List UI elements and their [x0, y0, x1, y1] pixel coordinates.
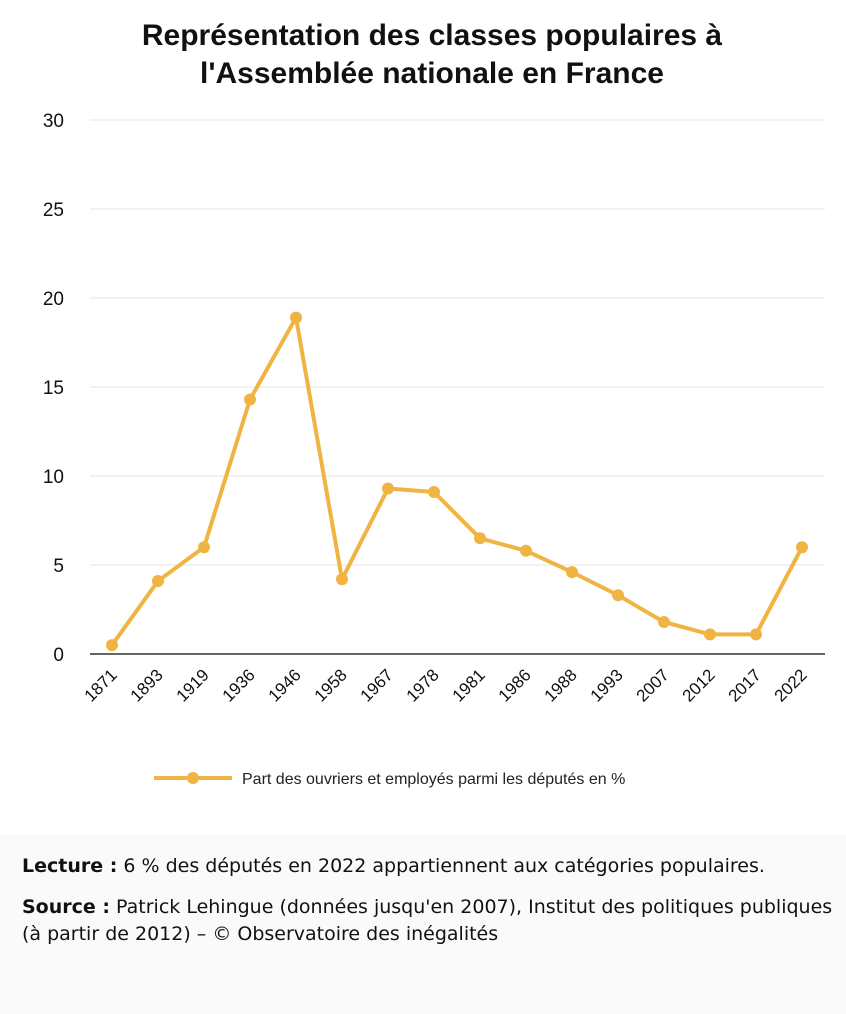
legend: Part des ouvriers et employés parmi les … [154, 771, 625, 788]
x-tick-label: 1978 [403, 665, 443, 705]
series [106, 311, 808, 652]
data-point [106, 639, 118, 652]
chart-footer: Lecture : 6 % des députés en 2022 appart… [22, 853, 837, 962]
data-point [520, 544, 532, 557]
data-point [244, 393, 256, 406]
line-chart: Représentation des classes populaires à … [43, 19, 825, 788]
y-tick-label: 10 [43, 467, 64, 488]
y-tick-label: 0 [53, 645, 64, 666]
x-tick-label: 1936 [219, 665, 259, 705]
data-point [428, 486, 440, 499]
x-tick-label: 1919 [173, 665, 213, 705]
y-tick-label: 20 [43, 289, 64, 310]
x-tick-label: 1946 [265, 665, 305, 705]
x-tick-label: 2017 [725, 665, 765, 705]
data-point [750, 628, 762, 641]
x-tick-label: 1981 [449, 665, 489, 705]
source-text: Patrick Lehingue (données jusqu'en 2007)… [22, 896, 833, 945]
data-point [382, 482, 394, 495]
x-tick-label: 1958 [311, 665, 351, 705]
chart-title-line1: Représentation des classes populaires à [142, 19, 723, 52]
y-tick-label: 25 [43, 200, 64, 221]
x-tick-label: 1988 [541, 665, 581, 705]
y-axis-ticks: 0 5 10 15 20 25 30 [43, 111, 64, 666]
data-point [566, 566, 578, 579]
x-tick-label: 2022 [771, 665, 811, 705]
x-tick-label: 1893 [127, 665, 167, 705]
y-tick-label: 15 [43, 378, 64, 399]
y-tick-label: 30 [43, 111, 64, 132]
data-point [474, 532, 486, 545]
legend-label: Part des ouvriers et employés parmi les … [242, 771, 625, 788]
chart-title-line2: l'Assemblée nationale en France [200, 57, 664, 90]
data-point [198, 541, 210, 554]
x-axis-ticks: 1871 1893 1919 1936 1946 1958 1967 1978 1981 1986… [81, 665, 811, 705]
series-line [110, 315, 804, 648]
lecture-text: 6 % des députés en 2022 appartiennent au… [117, 855, 765, 877]
source-note: Source : Patrick Lehingue (données jusqu… [22, 894, 837, 948]
data-point [336, 573, 348, 586]
y-tick-label: 5 [53, 556, 64, 577]
x-tick-label: 1967 [357, 665, 397, 705]
data-point [658, 615, 670, 628]
x-tick-label: 1993 [587, 665, 627, 705]
data-point [796, 541, 808, 554]
x-tick-label: 2012 [679, 665, 719, 705]
grid-lines [90, 119, 825, 566]
x-tick-label: 1986 [495, 665, 535, 705]
data-point [152, 575, 164, 588]
lecture-label: Lecture : [22, 855, 118, 877]
legend-marker-swatch [187, 772, 199, 784]
source-label: Source : [22, 896, 110, 918]
x-tick-label: 1871 [81, 665, 121, 705]
x-tick-label: 2007 [633, 665, 673, 705]
data-point [704, 628, 716, 641]
data-point [612, 589, 624, 602]
chart-card: Représentation des classes populaires à … [42, 19, 825, 788]
data-point [290, 311, 302, 324]
lecture-note: Lecture : 6 % des députés en 2022 appart… [22, 853, 837, 880]
